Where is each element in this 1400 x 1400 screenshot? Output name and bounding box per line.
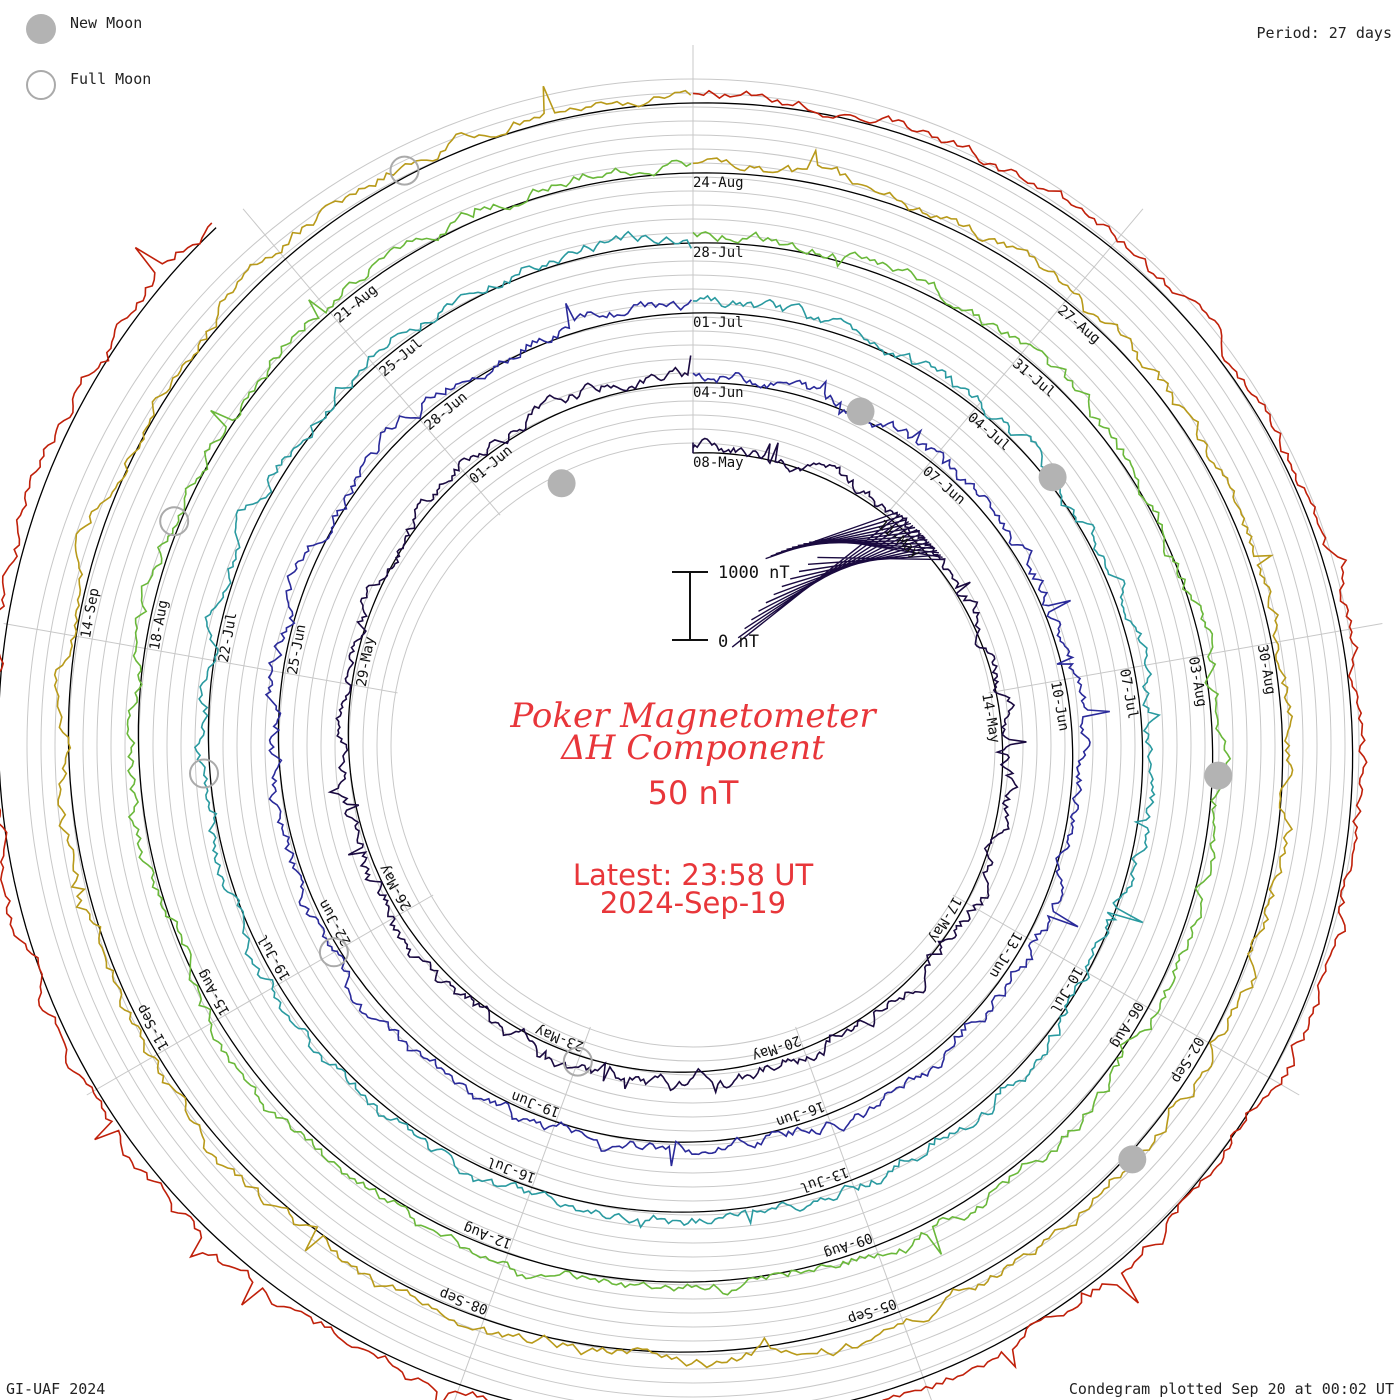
scale-bar (672, 571, 708, 641)
latest-time-label: Latest: 23:58 UT (572, 858, 814, 892)
new-moon-marker (846, 397, 875, 426)
moon-markers (159, 155, 1233, 1174)
chart-scale-label: 50 nT (647, 774, 739, 812)
chart-title: Poker Magnetometer (510, 696, 876, 736)
data-traces (0, 85, 1368, 1400)
legend-full-moon-label: Full Moon (70, 70, 152, 88)
rotation-trace (126, 159, 1232, 1296)
full-moon-marker (389, 155, 420, 186)
date-label: 15-Aug (194, 966, 233, 1018)
grid-spoke (952, 894, 1300, 1096)
grid-spoke (454, 1026, 591, 1400)
grid-spoke (3, 622, 398, 694)
plotted-label: Condegram plotted Sep 20 at 00:02 UT (1068, 1380, 1394, 1398)
date-label: 18-Aug (147, 599, 172, 652)
full-moon-marker (318, 937, 349, 968)
rotation-trace (0, 89, 1368, 1400)
date-label: 19-Jul (255, 931, 294, 983)
date-label: 01-Jul (693, 315, 744, 331)
date-label: 25-Jun (285, 623, 310, 676)
new-moon-marker (1038, 463, 1067, 492)
grid-spoke (795, 1026, 932, 1400)
storm-spike (731, 511, 945, 648)
rotation-baselines (0, 102, 1354, 1400)
chart-subtitle: ΔH Component (561, 728, 825, 768)
date-label: 29-May (354, 635, 379, 688)
grid-spoke (885, 208, 1144, 516)
period-label: Period: 27 days (1256, 24, 1392, 42)
baseline-spiral (0, 102, 1354, 1400)
date-label: 19-Jun (509, 1088, 562, 1120)
new-moon-icon (26, 14, 56, 44)
new-moon-marker (1204, 761, 1233, 790)
credit-label: GI-UAF 2024 (6, 1380, 106, 1398)
new-moon-marker (1118, 1145, 1147, 1174)
date-label: 24-Aug (693, 175, 744, 191)
rotation-trace (264, 299, 1110, 1167)
full-moon-marker (562, 1046, 593, 1077)
full-moon-marker (159, 506, 190, 537)
date-label: 28-Jul (693, 245, 744, 261)
date-label: 08-May (693, 455, 744, 471)
scale-bar-bottom-label: 0 nT (718, 632, 759, 652)
date-label: 21-Aug (332, 282, 381, 327)
new-moon-marker (547, 469, 576, 498)
latest-date-label: 2024-Sep-19 (599, 886, 787, 920)
date-label: 14-Sep (78, 587, 103, 640)
date-label: 04-Jun (693, 385, 744, 401)
date-label: 30-Aug (1254, 643, 1279, 696)
scale-bar-top-label: 1000 nT (718, 563, 790, 583)
polar-grid (3, 45, 1383, 1400)
grid-spoke (242, 208, 501, 516)
grid-spoke (988, 622, 1383, 694)
full-moon-icon (26, 70, 56, 100)
full-moon-marker (189, 758, 219, 789)
rotation-trace (193, 230, 1162, 1229)
legend-new-moon-label: New Moon (70, 14, 143, 32)
grid-spoke (86, 894, 434, 1096)
date-label: 22-Jul (216, 611, 241, 664)
rotation-trace (53, 85, 1294, 1369)
